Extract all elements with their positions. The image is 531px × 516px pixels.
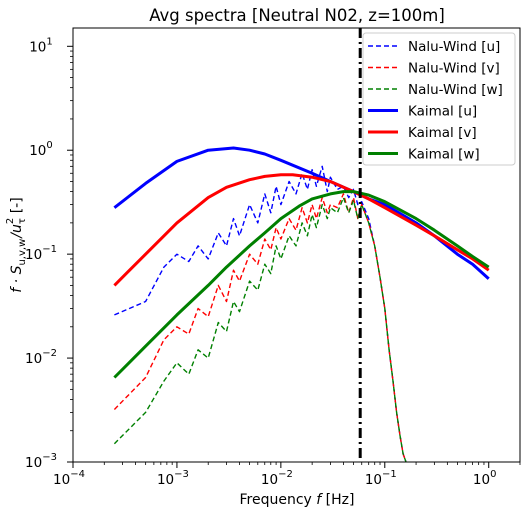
legend-box [362,32,516,166]
legend-label-4: Kaimal [v] [408,125,477,141]
x-tick-label-1: 10−3 [157,469,189,488]
y-axis-label-sub2: τ [17,218,28,224]
y-axis: 10−3 10−2 10−1 100 101 [25,36,73,471]
x-axis-label: Frequency f [Hz] [240,492,355,508]
y-tick-label-0: 10−3 [25,452,57,471]
series-line-1 [113,193,407,462]
legend-label-2: Nalu-Wind [w] [408,82,503,98]
y-axis-label-sub: u,v,w [17,239,28,266]
y-tick-label-2: 10−1 [25,244,57,263]
x-tick-label-0: 10−4 [53,469,85,488]
y-axis-label-main: f · S [9,265,25,292]
x-axis-label-post: [Hz] [321,492,354,508]
series-line-5 [113,190,490,379]
x-axis: 10−4 10−3 10−2 10−1 100 [53,462,521,488]
y-tick-label-3: 100 [29,140,53,159]
series-line-4 [113,173,490,287]
legend-label-3: Kaimal [u] [408,104,477,120]
legend: Nalu-Wind [u] Nalu-Wind [v] Nalu-Wind [w] K… [362,32,516,166]
y-axis-label-unit: [-] [9,197,25,217]
legend-label-1: Nalu-Wind [v] [408,61,500,77]
legend-label-5: Kaimal [w] [408,147,480,163]
plot-area [72,27,521,463]
y-axis-label-sup2: 2 [5,218,16,224]
legend-label-0: Nalu-Wind [u] [408,39,500,55]
y-axis-label: f · Su,v,w/uτ2 [-] [5,197,28,292]
y-tick-label-1: 10−2 [25,348,57,367]
x-tick-label-2: 10−2 [261,469,293,488]
chart-title: Avg spectra [Neutral N02, z=100m] [149,6,445,25]
plot-frame [72,27,521,463]
x-axis-label-pre: Frequency [240,492,317,508]
x-tick-label-4: 100 [473,469,497,488]
x-axis-label-var: f [316,492,323,508]
x-tick-label-3: 10−1 [365,469,397,488]
y-tick-label-4: 101 [29,36,53,55]
series-layer [113,146,490,462]
y-axis-label-div: /u [9,224,25,240]
series-line-2 [113,196,407,462]
